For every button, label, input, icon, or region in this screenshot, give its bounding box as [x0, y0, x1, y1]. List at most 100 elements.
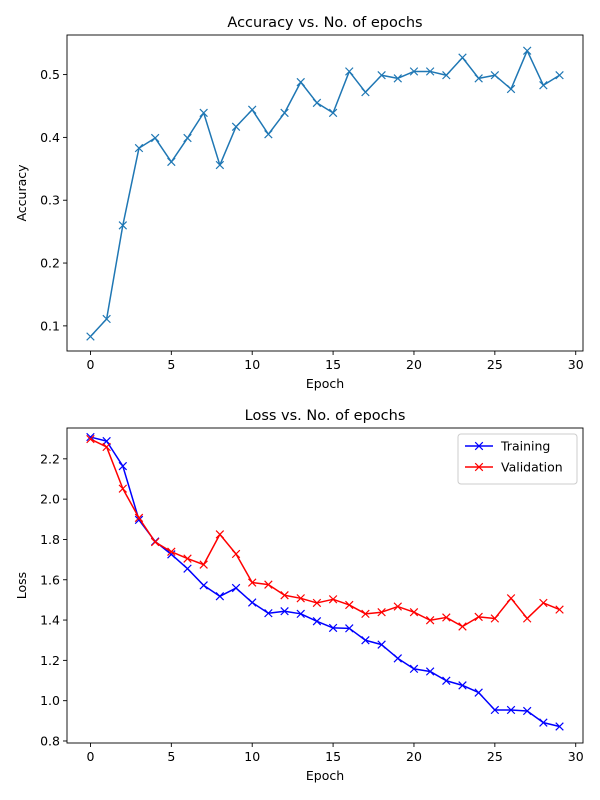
data-point	[199, 560, 208, 569]
data-point	[118, 221, 128, 230]
data-point	[183, 564, 192, 573]
data-point	[167, 547, 176, 556]
y-tick-label: 1.0	[40, 693, 60, 708]
data-point	[539, 598, 548, 608]
data-point	[409, 67, 419, 76]
data-point	[539, 718, 548, 727]
data-point	[134, 513, 144, 523]
data-point	[425, 67, 435, 76]
data-point	[231, 583, 241, 593]
x-tick-label: 15	[325, 357, 341, 372]
data-point	[377, 640, 386, 649]
y-axis-label: Loss	[14, 572, 29, 599]
data-point	[345, 67, 354, 76]
data-point	[247, 105, 257, 114]
data-point	[86, 332, 95, 341]
x-axis-label: Epoch	[306, 376, 344, 391]
data-point	[215, 160, 225, 170]
data-point	[345, 624, 354, 633]
x-tick-label: 30	[568, 357, 584, 372]
data-point	[199, 581, 208, 590]
data-point	[312, 98, 322, 108]
x-tick-label: 20	[406, 357, 422, 372]
y-tick-label: 1.4	[40, 613, 60, 628]
y-tick-label: 1.8	[40, 532, 60, 547]
data-point	[361, 635, 370, 645]
data-point	[409, 664, 419, 674]
data-point	[86, 434, 95, 444]
data-point	[247, 578, 257, 587]
x-tick-label: 5	[167, 357, 175, 372]
legend-marker	[474, 441, 484, 451]
y-tick-label: 2.2	[40, 451, 60, 466]
x-tick-label: 5	[167, 749, 175, 764]
data-point	[490, 705, 500, 715]
data-point	[377, 70, 386, 80]
x-tick-label: 20	[406, 749, 422, 764]
y-axis-label: Accuracy	[14, 164, 29, 222]
data-point	[167, 157, 176, 167]
legend-label: Training	[500, 439, 550, 454]
data-point	[442, 613, 451, 622]
y-tick-label: 2.0	[40, 492, 60, 507]
data-point	[312, 598, 322, 608]
x-tick-label: 10	[244, 357, 260, 372]
y-tick-label: 1.2	[40, 653, 60, 668]
data-point	[506, 705, 516, 715]
plot-frame	[66, 427, 584, 744]
data-point	[280, 606, 289, 616]
data-point	[264, 608, 273, 618]
data-point	[555, 70, 564, 80]
data-point	[328, 595, 338, 604]
y-tick-label: 0.1	[40, 318, 60, 333]
loss-chart: Loss vs. No. of epochs 0 5 10 15 20 25 30 0.8 1.0…	[14, 408, 584, 783]
data-point	[247, 598, 257, 607]
y-tick-label: 0.8	[40, 733, 60, 748]
x-tick-label: 15	[325, 749, 341, 764]
data-point	[361, 87, 370, 97]
data-point	[264, 130, 273, 139]
data-point	[183, 133, 192, 143]
data-point	[555, 605, 564, 614]
data-point	[183, 554, 192, 563]
legend-marker	[474, 462, 484, 472]
data-point	[474, 612, 483, 622]
x-tick-label: 25	[487, 357, 503, 372]
data-point	[215, 592, 225, 601]
data-point	[231, 549, 241, 559]
y-tick-label: 0.4	[40, 130, 60, 145]
data-point	[409, 607, 419, 617]
x-tick-label: 0	[86, 749, 94, 764]
data-point	[118, 461, 128, 471]
data-point	[102, 442, 111, 452]
data-point	[490, 614, 500, 623]
data-point	[490, 70, 500, 80]
data-point	[393, 602, 403, 611]
data-point	[199, 108, 208, 118]
data-point	[296, 594, 305, 603]
data-point	[522, 706, 532, 716]
data-point	[458, 53, 467, 62]
data-point	[458, 622, 467, 631]
data-point	[328, 108, 338, 118]
legend-label: Validation	[501, 460, 563, 475]
data-point	[231, 122, 241, 131]
plot-frame	[66, 34, 584, 352]
data-point	[522, 46, 532, 55]
x-tick-label: 30	[568, 749, 584, 764]
chart-title: Accuracy vs. No. of epochs	[227, 15, 422, 31]
data-point	[425, 616, 435, 625]
data-point	[506, 594, 516, 603]
data-point	[312, 617, 322, 626]
data-point	[150, 133, 160, 143]
accuracy-chart: Accuracy vs. No. of epochs 0 5 10 15 20 25 30 0.…	[14, 15, 584, 391]
x-tick-label: 0	[86, 357, 94, 372]
data-point	[458, 681, 467, 690]
data-point	[345, 600, 354, 610]
data-point	[377, 607, 386, 617]
data-point	[506, 84, 516, 94]
data-point	[264, 580, 273, 589]
x-tick-label: 25	[487, 749, 503, 764]
y-tick-label: 1.6	[40, 572, 60, 587]
